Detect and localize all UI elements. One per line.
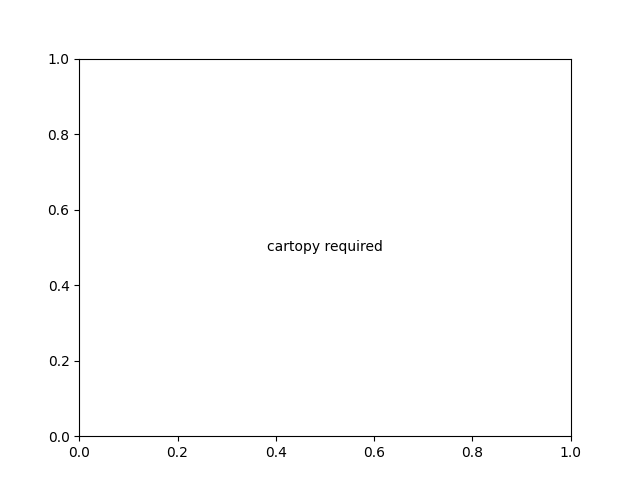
Text: cartopy required: cartopy required <box>267 241 383 254</box>
